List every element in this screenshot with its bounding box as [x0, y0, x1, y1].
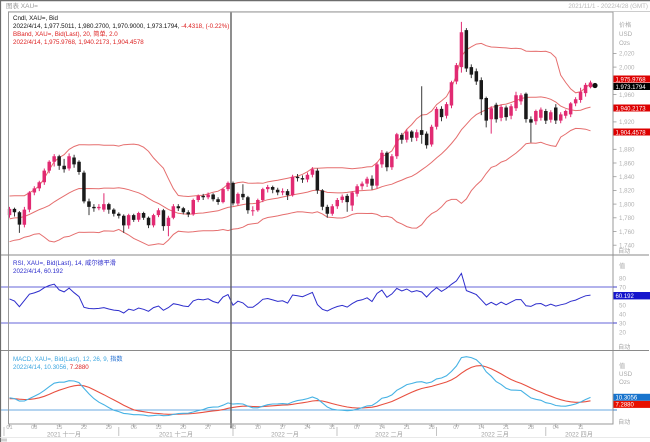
- svg-text:2022 三月: 2022 三月: [481, 432, 509, 439]
- svg-text:2022 四月: 2022 四月: [565, 432, 593, 439]
- svg-text:2021 十一月: 2021 十一月: [47, 431, 81, 439]
- svg-text:2022 二月: 2022 二月: [375, 432, 403, 439]
- svg-text:14: 14: [379, 425, 385, 431]
- svg-text:自动: 自动: [618, 343, 630, 351]
- svg-text:29: 29: [106, 425, 112, 431]
- svg-text:值: 值: [619, 362, 625, 370]
- svg-text:USD: USD: [619, 31, 633, 38]
- svg-text:自动: 自动: [618, 247, 630, 255]
- svg-text:价格: 价格: [619, 21, 632, 29]
- svg-text:2022 一月: 2022 一月: [271, 432, 299, 439]
- svg-text:17: 17: [279, 425, 285, 431]
- svg-text:28: 28: [428, 425, 434, 431]
- svg-text:1,780: 1,780: [619, 215, 635, 222]
- svg-text:7.2880: 7.2880: [616, 403, 635, 409]
- svg-text:2021 十二月: 2021 十二月: [159, 431, 193, 439]
- svg-text:2021/11/1 - 2022/4/28 (GMT): 2021/11/1 - 2022/4/28 (GMT): [568, 3, 648, 10]
- svg-text:2022/4/14, 1,977.5011, 1,980.2: 2022/4/14, 1,977.5011, 1,980.2700, 1,970…: [13, 23, 229, 30]
- svg-text:1,940.2173: 1,940.2173: [616, 106, 647, 112]
- svg-text:值: 值: [619, 262, 625, 270]
- svg-text:1,904.4578: 1,904.4578: [616, 130, 647, 136]
- svg-text:15: 15: [56, 425, 62, 431]
- svg-text:1,973.1794: 1,973.1794: [616, 85, 647, 91]
- svg-text:1,740: 1,740: [619, 243, 635, 250]
- svg-text:2,000: 2,000: [619, 64, 635, 71]
- svg-text:22: 22: [81, 425, 87, 431]
- svg-text:13: 13: [155, 425, 161, 431]
- svg-text:08: 08: [31, 425, 37, 431]
- svg-text:11: 11: [578, 425, 584, 431]
- svg-text:2022/4/14, 60.192: 2022/4/14, 60.192: [13, 268, 63, 275]
- svg-text:1,960: 1,960: [619, 92, 635, 99]
- svg-text:20: 20: [619, 329, 626, 336]
- svg-text:RSI, XAU=, Bid(Last), 14, 威尔德平: RSI, XAU=, Bid(Last), 14, 威尔德平滑: [13, 259, 116, 267]
- svg-text:30: 30: [619, 320, 626, 327]
- svg-text:07: 07: [453, 425, 459, 431]
- svg-text:USD: USD: [619, 371, 633, 378]
- svg-text:1,800: 1,800: [619, 201, 635, 208]
- svg-text:1,860: 1,860: [619, 160, 635, 167]
- svg-text:21: 21: [404, 425, 410, 431]
- svg-text:07: 07: [354, 425, 360, 431]
- svg-text:06: 06: [131, 425, 137, 431]
- svg-text:14: 14: [478, 425, 484, 431]
- svg-text:24: 24: [304, 425, 310, 431]
- svg-text:28: 28: [528, 425, 534, 431]
- svg-text:21: 21: [503, 425, 509, 431]
- svg-text:10.3056: 10.3056: [616, 396, 638, 402]
- svg-text:1,920: 1,920: [619, 119, 635, 126]
- svg-text:20: 20: [180, 425, 186, 431]
- svg-text:1,820: 1,820: [619, 188, 635, 195]
- svg-text:70: 70: [619, 284, 626, 291]
- svg-text:40: 40: [619, 311, 626, 318]
- svg-text:BBand, XAU=, Bid(Last), 20, 简单: BBand, XAU=, Bid(Last), 20, 简单, 2.0: [13, 30, 118, 38]
- svg-text:1,975.9768: 1,975.9768: [616, 77, 647, 83]
- svg-text:图表 XAU=: 图表 XAU=: [6, 1, 38, 10]
- svg-text:Ozs: Ozs: [619, 379, 630, 386]
- svg-text:2,020: 2,020: [619, 51, 635, 58]
- svg-text:60.192: 60.192: [616, 294, 635, 300]
- svg-text:27: 27: [205, 425, 211, 431]
- svg-text:04: 04: [553, 425, 559, 431]
- svg-text:1,880: 1,880: [619, 147, 635, 154]
- svg-text:Cndl, XAU=, Bid: Cndl, XAU=, Bid: [13, 15, 58, 22]
- svg-text:1,840: 1,840: [619, 174, 635, 181]
- svg-text:10: 10: [255, 425, 261, 431]
- svg-text:80: 80: [619, 275, 626, 282]
- svg-text:50: 50: [619, 302, 626, 309]
- svg-text:自动: 自动: [618, 418, 630, 426]
- svg-text:MACD, XAU=, Bid(Last), 12, 26,: MACD, XAU=, Bid(Last), 12, 26, 9, 指数: [13, 355, 123, 363]
- svg-text:31: 31: [329, 425, 335, 431]
- svg-text:2022/4/14, 1,975.9768, 1,940.2: 2022/4/14, 1,975.9768, 1,940.2173, 1,904…: [13, 39, 144, 46]
- svg-text:Ozs: Ozs: [619, 40, 630, 47]
- svg-text:2022/4/14, 10.3056, 7.2880: 2022/4/14, 10.3056, 7.2880: [13, 364, 89, 371]
- svg-text:01: 01: [6, 425, 12, 431]
- svg-text:1,760: 1,760: [619, 229, 635, 236]
